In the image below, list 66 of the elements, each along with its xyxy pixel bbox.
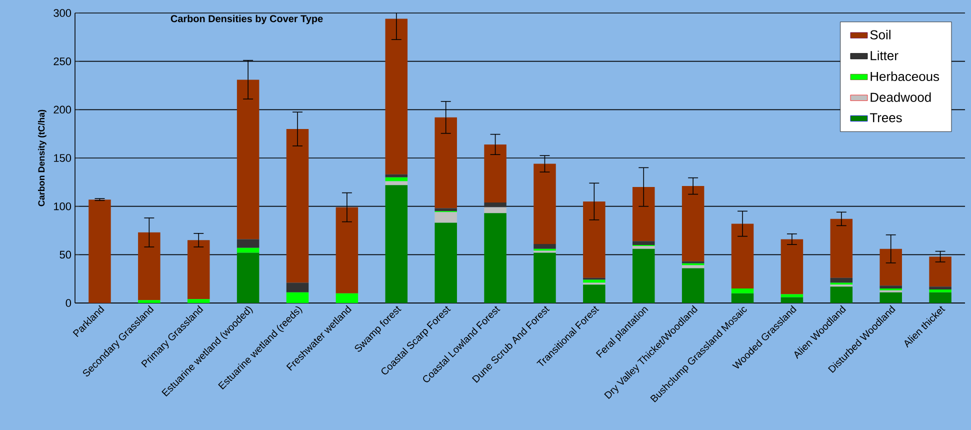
- legend-label: Deadwood: [870, 92, 931, 102]
- bar: [187, 240, 210, 300]
- bar: [385, 174, 408, 178]
- bar: [830, 218, 853, 278]
- bar: [632, 186, 655, 242]
- y-tick-label: 0: [66, 299, 72, 307]
- bar: [484, 202, 506, 208]
- bar: [731, 224, 754, 288]
- bar: [236, 252, 260, 303]
- bar: [880, 286, 902, 288]
- bar: [880, 292, 902, 303]
- bar: [929, 286, 952, 290]
- bar: [236, 248, 260, 253]
- bar: [336, 293, 358, 303]
- bar: [286, 128, 309, 283]
- bar: [929, 292, 952, 303]
- y-tick-label: 100: [54, 202, 72, 210]
- bar: [780, 239, 804, 294]
- bar: [682, 186, 704, 262]
- bar: [534, 252, 556, 303]
- bar: [830, 278, 853, 283]
- legend-label: Litter: [870, 50, 898, 60]
- bar: [632, 248, 655, 303]
- bar: [632, 246, 655, 249]
- bar: [731, 293, 754, 303]
- y-tick-label: 150: [54, 154, 72, 162]
- y-tick-label: 250: [54, 57, 72, 66]
- bar: [138, 232, 160, 300]
- bar: [780, 297, 804, 303]
- y-tick-label: 50: [60, 250, 72, 259]
- chart-title: Carbon Densities by Cover Type: [170, 14, 323, 24]
- bar: [236, 80, 260, 240]
- bar: [434, 212, 457, 223]
- y-tick-label: 300: [54, 9, 72, 17]
- bar: [534, 244, 556, 249]
- bar: [583, 201, 606, 278]
- bar: [484, 207, 506, 214]
- bar: [534, 164, 556, 244]
- legend-label: Trees: [870, 113, 902, 122]
- y-axis-title: Carbon Density (tC/ha): [38, 110, 46, 206]
- bar: [187, 299, 210, 303]
- bar: [385, 185, 408, 303]
- bar: [929, 256, 952, 287]
- y-tick-label: 200: [54, 106, 72, 114]
- bar: [286, 282, 309, 292]
- bar: [138, 300, 160, 303]
- bar: [434, 117, 457, 208]
- bar: [830, 286, 853, 303]
- bar: [583, 284, 606, 303]
- legend-label: Soil: [870, 30, 890, 40]
- bar: [385, 181, 408, 186]
- bar: [236, 239, 260, 248]
- bar: [385, 18, 408, 174]
- bar: [632, 241, 655, 245]
- bar: [434, 222, 457, 303]
- bar: [682, 268, 704, 303]
- bar: [929, 289, 952, 292]
- bar: [880, 248, 902, 286]
- bar: [731, 288, 754, 294]
- bar: [484, 144, 506, 202]
- bar: [88, 200, 111, 303]
- legend-label: Herbaceous: [870, 72, 940, 82]
- bar: [484, 213, 506, 303]
- bar: [385, 177, 408, 182]
- bar: [336, 207, 358, 294]
- bar: [286, 292, 309, 303]
